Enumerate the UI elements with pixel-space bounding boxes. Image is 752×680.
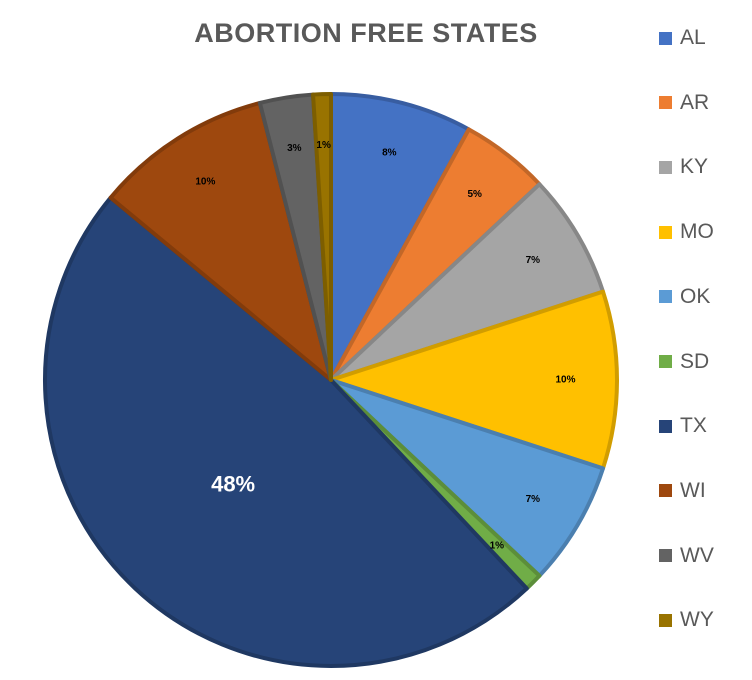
data-label-wy: 1% [316,140,331,151]
data-label-sd: 1% [490,540,505,551]
legend-swatch [659,549,672,563]
legend-item-wi: WI [659,479,706,503]
legend-swatch [659,225,672,239]
legend-item-ky: KY [659,155,708,179]
data-label-tx: 48% [211,472,255,497]
legend-label: MO [680,220,714,244]
data-label-ar: 5% [468,189,483,200]
legend-swatch [659,355,672,368]
legend-label: WY [680,608,714,632]
pie-slice-wy [311,92,333,382]
data-label-al: 8% [382,147,397,158]
legend-item-ok: OK [659,285,710,309]
legend-swatch [659,290,672,304]
data-label-wi: 10% [195,176,215,187]
pie-slice-tx [43,195,529,668]
pie-slice-mo [329,289,619,471]
legend-item-wy: WY [659,608,714,632]
data-label-wv: 3% [287,143,302,154]
legend-item-ar: AR [659,91,709,115]
chart-title: ABORTION FREE STATES [194,18,538,48]
legend-item-al: AL [659,26,706,50]
legend-label: OK [680,284,711,308]
data-label-mo: 10% [556,375,576,386]
pie-slice-al [329,92,471,382]
data-label-ok: 7% [526,494,541,505]
pie-slice-ky [329,182,606,382]
pie-slice-ok [329,378,606,578]
legend-label: SD [680,349,710,373]
legend-item-wv: WV [659,544,714,568]
legend-label: WV [680,543,714,567]
legend-item-mo: MO [659,220,714,244]
legend-swatch [659,96,672,110]
legend-swatch [659,31,672,45]
legend-swatch [659,419,672,433]
legend-label: KY [680,155,709,179]
legend-swatch [659,484,672,498]
legend-label: AL [680,26,706,49]
data-label-ky: 7% [526,255,541,266]
legend-swatch [659,613,672,627]
legend-label: WI [680,478,706,502]
legend-item-sd: SD [659,350,709,374]
legend-item-tx: TX [659,414,707,438]
legend-label: TX [680,414,707,438]
legend-label: AR [680,90,710,114]
legend-swatch [659,160,672,174]
pie-data-labels: 8% 5% 7% 10% 7% 1% 48% 10% 3% 1% [195,140,575,551]
pie-slices [43,92,619,668]
